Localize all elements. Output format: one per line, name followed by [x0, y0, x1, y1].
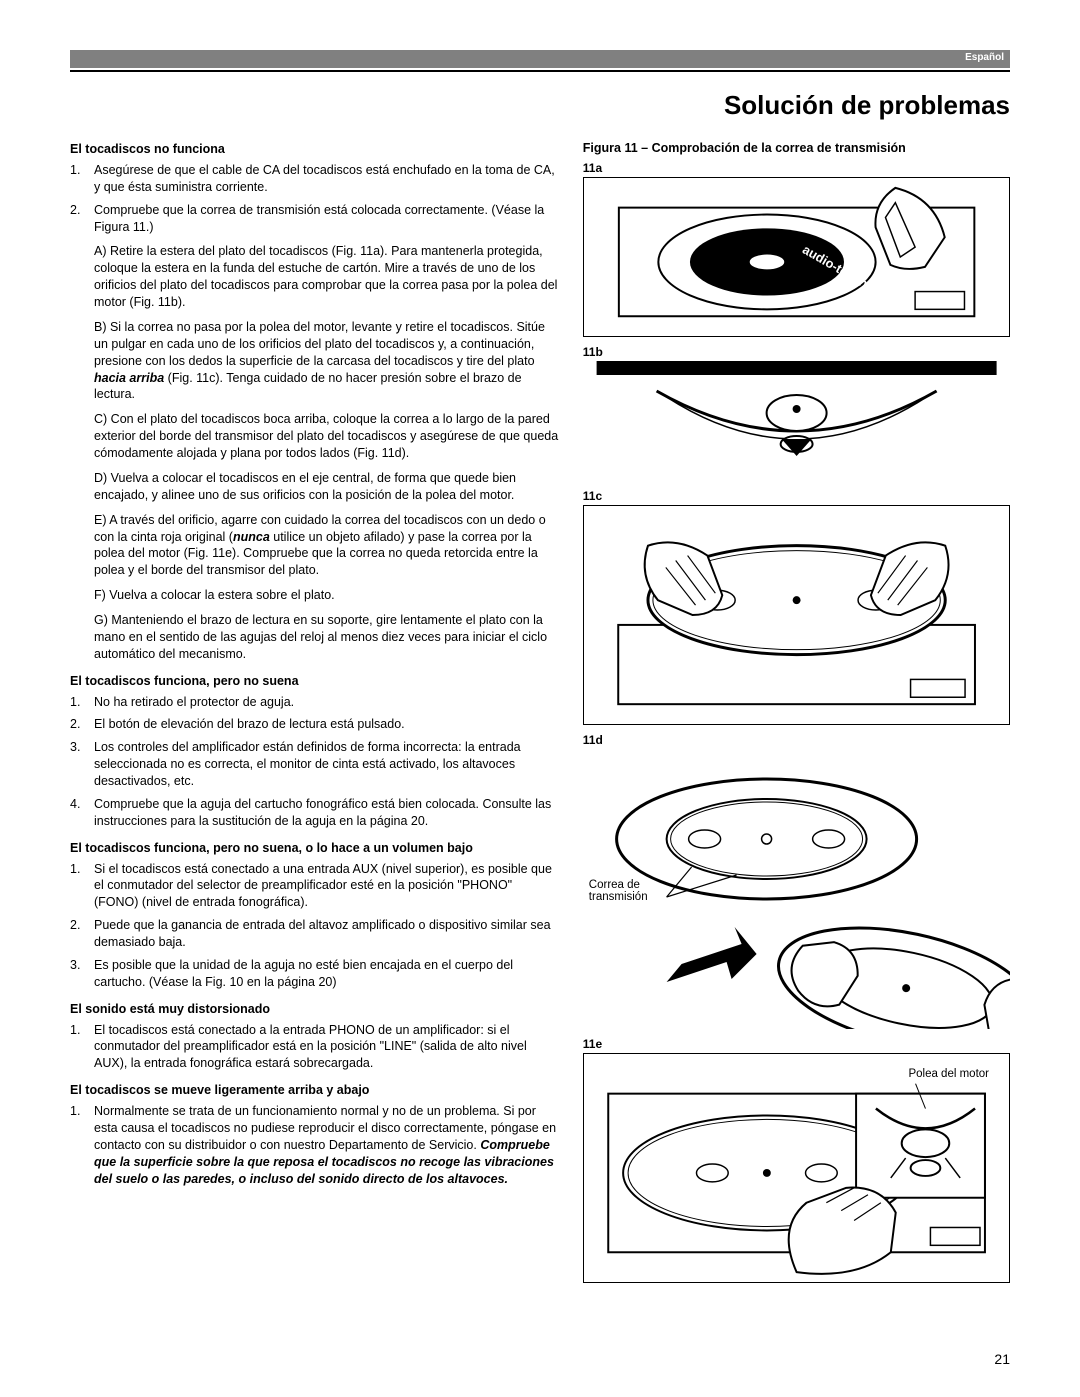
- section-heading: El tocadiscos funciona, pero no suena: [70, 673, 559, 690]
- item-body: Compruebe que la correa de transmisión e…: [94, 202, 559, 236]
- header-bar: Español: [70, 50, 1010, 68]
- page-title: Solución de problemas: [70, 90, 1010, 121]
- figure-label-11b: 11b: [583, 345, 1010, 359]
- item-body: El botón de elevación del brazo de lectu…: [94, 716, 559, 733]
- figure-label-11c: 11c: [583, 489, 1010, 503]
- figure-11b: [583, 361, 1010, 481]
- sub-paragraph: D) Vuelva a colocar el tocadiscos en el …: [94, 470, 559, 504]
- sub-paragraph: F) Vuelva a colocar la estera sobre el p…: [94, 587, 559, 604]
- section-list: 1.Si el tocadiscos está conectado a una …: [70, 861, 559, 991]
- item-num: 3.: [70, 739, 94, 790]
- annotation-polea: Polea del motor: [908, 1068, 989, 1080]
- list-item: 1.Si el tocadiscos está conectado a una …: [70, 861, 559, 912]
- list-item: 1.Normalmente se trata de un funcionamie…: [70, 1103, 559, 1187]
- figure-11d: Correa de transmisión: [583, 749, 1010, 1029]
- sub-paragraph: B) Si la correa no pasa por la polea del…: [94, 319, 559, 403]
- list-item: 3.Es posible que la unidad de la aguja n…: [70, 957, 559, 991]
- list-item: 3.Los controles del amplificador están d…: [70, 739, 559, 790]
- figure-11a: audio-technica: [583, 177, 1010, 337]
- section-list: 1.El tocadiscos está conectado a la entr…: [70, 1022, 559, 1073]
- item-body: Es posible que la unidad de la aguja no …: [94, 957, 559, 991]
- item-body: Asegúrese de que el cable de CA del toca…: [94, 162, 559, 196]
- sub-paragraph: E) A través del orificio, agarre con cui…: [94, 512, 559, 580]
- item-body: Puede que la ganancia de entrada del alt…: [94, 917, 559, 951]
- header-rule: [70, 70, 1010, 72]
- item-num: 1.: [70, 162, 94, 196]
- item-num: 1.: [70, 1022, 94, 1073]
- figure-11c: [583, 505, 1010, 725]
- content-columns: El tocadiscos no funciona 1.Asegúrese de…: [70, 141, 1010, 1291]
- section-heading: El tocadiscos se mueve ligeramente arrib…: [70, 1082, 559, 1099]
- list-item: 2.El botón de elevación del brazo de lec…: [70, 716, 559, 733]
- item-num: 2.: [70, 202, 94, 236]
- item-num: 1.: [70, 861, 94, 912]
- sub-paragraph: A) Retire la estera del plato del tocadi…: [94, 243, 559, 311]
- figure-label-11d: 11d: [583, 733, 1010, 747]
- item-num: 3.: [70, 957, 94, 991]
- list-item: 2.Compruebe que la correa de transmisión…: [70, 202, 559, 236]
- list-item: 1.El tocadiscos está conectado a la entr…: [70, 1022, 559, 1073]
- figure-11e: Polea del motor: [583, 1053, 1010, 1283]
- list-item: 1.No ha retirado el protector de aguja.: [70, 694, 559, 711]
- list-item: 4.Compruebe que la aguja del cartucho fo…: [70, 796, 559, 830]
- item-num: 1.: [70, 694, 94, 711]
- text-column: El tocadiscos no funciona 1.Asegúrese de…: [70, 141, 559, 1291]
- list-item: 1.Asegúrese de que el cable de CA del to…: [70, 162, 559, 196]
- section-list: 1.Normalmente se trata de un funcionamie…: [70, 1103, 559, 1187]
- annotation-correa: Correa de transmisión: [589, 879, 648, 903]
- sub-paragraph: C) Con el plato del tocadiscos boca arri…: [94, 411, 559, 462]
- item-body: Si el tocadiscos está conectado a una en…: [94, 861, 559, 912]
- item-body: El tocadiscos está conectado a la entrad…: [94, 1022, 559, 1073]
- figure-label-11a: 11a: [583, 161, 1010, 175]
- page-number: 21: [994, 1351, 1010, 1367]
- figure-caption: Figura 11 – Comprobación de la correa de…: [583, 141, 1010, 155]
- section-list: 1.No ha retirado el protector de aguja. …: [70, 694, 559, 830]
- item-num: 4.: [70, 796, 94, 830]
- figure-column: Figura 11 – Comprobación de la correa de…: [583, 141, 1010, 1291]
- item-body: No ha retirado el protector de aguja.: [94, 694, 559, 711]
- item-body: Normalmente se trata de un funcionamient…: [94, 1103, 559, 1187]
- item-body: Compruebe que la aguja del cartucho fono…: [94, 796, 559, 830]
- item-body: Los controles del amplificador están def…: [94, 739, 559, 790]
- sub-paragraph: G) Manteniendo el brazo de lectura en su…: [94, 612, 559, 663]
- language-tag: Español: [965, 52, 1004, 63]
- item-num: 1.: [70, 1103, 94, 1187]
- section-heading: El tocadiscos no funciona: [70, 141, 559, 158]
- list-item: 2.Puede que la ganancia de entrada del a…: [70, 917, 559, 951]
- section-list: 1.Asegúrese de que el cable de CA del to…: [70, 162, 559, 236]
- item-num: 2.: [70, 917, 94, 951]
- section-heading: El sonido está muy distorsionado: [70, 1001, 559, 1018]
- item-num: 2.: [70, 716, 94, 733]
- figure-label-11e: 11e: [583, 1037, 1010, 1051]
- section-heading: El tocadiscos funciona, pero no suena, o…: [70, 840, 559, 857]
